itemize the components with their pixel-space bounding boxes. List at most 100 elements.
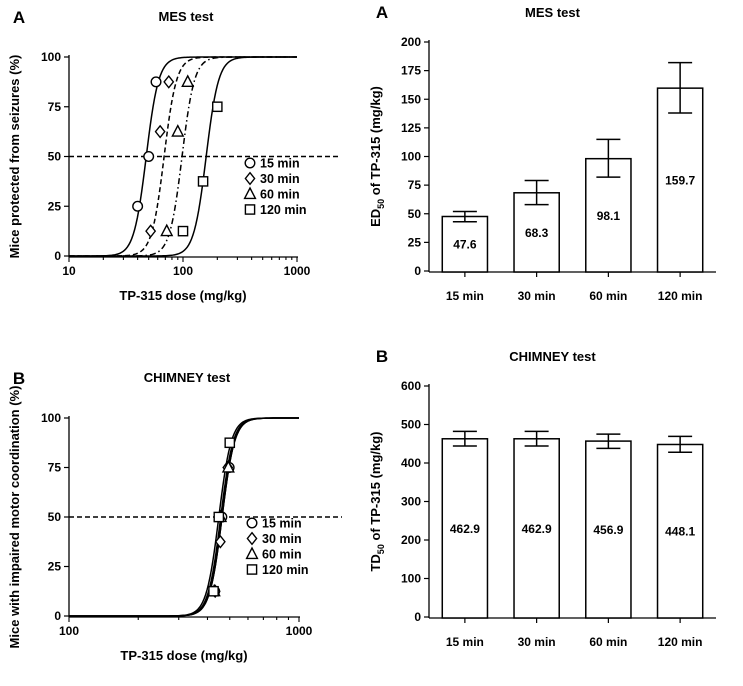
data-point-60min xyxy=(221,459,235,473)
bar-value-label: 462.9 xyxy=(450,522,480,536)
chart-title: MES test xyxy=(525,5,581,20)
data-point-60min xyxy=(171,124,185,137)
bar-value-label: 462.9 xyxy=(522,522,552,536)
y-tick-label: 500 xyxy=(401,418,421,432)
y-tick-label: 50 xyxy=(48,150,62,164)
chart-title: CHIMNEY test xyxy=(509,349,596,364)
x-tick-label: 1000 xyxy=(284,264,311,278)
y-tick-label: 75 xyxy=(408,178,422,192)
y-tick-label: 0 xyxy=(414,610,421,624)
fit-curve-30min xyxy=(69,56,297,257)
x-category-label: 120 min xyxy=(658,289,703,303)
y-tick-label: 75 xyxy=(48,100,62,114)
x-tick-label: 100 xyxy=(59,624,79,638)
x-category-label: 60 min xyxy=(589,635,627,649)
legend-marker-15min xyxy=(246,517,258,529)
y-tick-label: 100 xyxy=(41,50,61,64)
bar-30min xyxy=(513,192,560,273)
y-tick-label: 25 xyxy=(48,560,62,574)
y-tick-label: 400 xyxy=(401,456,421,470)
x-category-label: 15 min xyxy=(446,289,484,303)
fit-curve-120min xyxy=(69,417,299,617)
y-tick-label: 0 xyxy=(414,264,421,278)
y-tick-label: 75 xyxy=(48,461,62,475)
data-point-15min xyxy=(143,150,155,162)
chart-title: CHIMNEY test xyxy=(144,370,231,385)
legend-marker-120min xyxy=(244,204,256,215)
x-category-label: 60 min xyxy=(589,289,627,303)
chart-title: MES test xyxy=(159,9,215,24)
panel-letter: B xyxy=(13,369,25,388)
x-axis-label: TP-315 dose (mg/kg) xyxy=(119,288,246,303)
y-tick-label: 200 xyxy=(401,35,421,49)
x-category-label: 30 min xyxy=(518,635,556,649)
y-axis-label: Mice protected from seizures (%) xyxy=(7,55,22,259)
data-point-30min xyxy=(214,534,226,549)
data-point-120min xyxy=(197,176,209,187)
bar-value-label: 456.9 xyxy=(593,523,623,537)
bar-120min xyxy=(656,443,704,619)
x-tick-label: 100 xyxy=(173,264,193,278)
x-tick-label: 10 xyxy=(62,264,76,278)
y-axis-label-rest: of TP-315 (mg/kg) xyxy=(368,431,383,544)
data-point-120min xyxy=(213,511,225,523)
data-point-120min xyxy=(208,585,219,597)
bar-15min xyxy=(441,438,489,619)
y-axis-label-rest: of TP-315 (mg/kg) xyxy=(368,86,383,199)
legend-marker-60min xyxy=(245,546,259,560)
y-tick-label: 300 xyxy=(401,495,421,509)
legend-marker-30min xyxy=(244,171,256,186)
x-category-label: 30 min xyxy=(518,289,556,303)
y-tick-label: 175 xyxy=(401,64,421,78)
x-tick-label: 1000 xyxy=(286,624,313,638)
data-point-30min xyxy=(154,124,166,139)
y-axis-label: ED50 of TP-315 (mg/kg) xyxy=(368,86,386,227)
data-point-120min xyxy=(212,101,223,113)
bar-value-label: 448.1 xyxy=(665,525,695,539)
data-point-60min xyxy=(160,223,174,237)
data-point-120min xyxy=(224,437,236,449)
legend-label: 30 min xyxy=(262,532,302,546)
y-tick-label: 100 xyxy=(401,572,421,586)
legend-marker-30min xyxy=(246,531,258,546)
data-point-60min xyxy=(181,74,195,87)
panel-letter: A xyxy=(376,3,388,22)
y-tick-label: 100 xyxy=(401,150,421,164)
legend-marker-60min xyxy=(243,186,257,200)
bar-value-label: 47.6 xyxy=(453,238,477,252)
y-tick-label: 200 xyxy=(401,533,421,547)
y-tick-label: 50 xyxy=(48,510,62,524)
y-tick-label: 0 xyxy=(54,609,61,623)
mes-bars-panel: 0 25 50 75 100 125 150 175 200 47.6 15 min 68.3 30 m… xyxy=(368,3,716,303)
x-category-label: 15 min xyxy=(446,635,484,649)
panel-letter: B xyxy=(376,347,388,366)
y-axis-label: Mice with impaired motor coordination (%… xyxy=(7,386,22,649)
chimney-bars-panel: 0 100 200 300 400 500 600 462.9 15 min 462.9 30 mi… xyxy=(368,347,716,649)
data-point-30min xyxy=(145,224,157,239)
y-tick-label: 100 xyxy=(41,411,61,425)
y-axis-label-subscript: 50 xyxy=(376,544,386,554)
data-point-30min xyxy=(163,74,175,89)
y-tick-label: 25 xyxy=(48,199,62,213)
legend-marker-120min xyxy=(246,564,258,575)
y-tick-label: 600 xyxy=(401,379,421,393)
legend-marker-15min xyxy=(244,157,256,169)
legend-label: 60 min xyxy=(260,188,300,202)
data-point-15min xyxy=(150,76,162,88)
bar-value-label: 98.1 xyxy=(597,209,621,223)
data-point-120min xyxy=(177,225,189,237)
x-axis-label: TP-315 dose (mg/kg) xyxy=(120,648,247,663)
bar-value-label: 68.3 xyxy=(525,226,549,240)
x-category-label: 120 min xyxy=(658,635,703,649)
y-tick-label: 125 xyxy=(401,121,421,135)
y-tick-label: 25 xyxy=(408,235,422,249)
legend-label: 120 min xyxy=(262,563,309,577)
panel-letter: A xyxy=(13,8,25,27)
y-tick-label: 150 xyxy=(401,92,421,106)
legend-label: 120 min xyxy=(260,203,307,217)
fit-curve-120min xyxy=(69,56,297,257)
y-tick-label: 0 xyxy=(54,249,61,263)
